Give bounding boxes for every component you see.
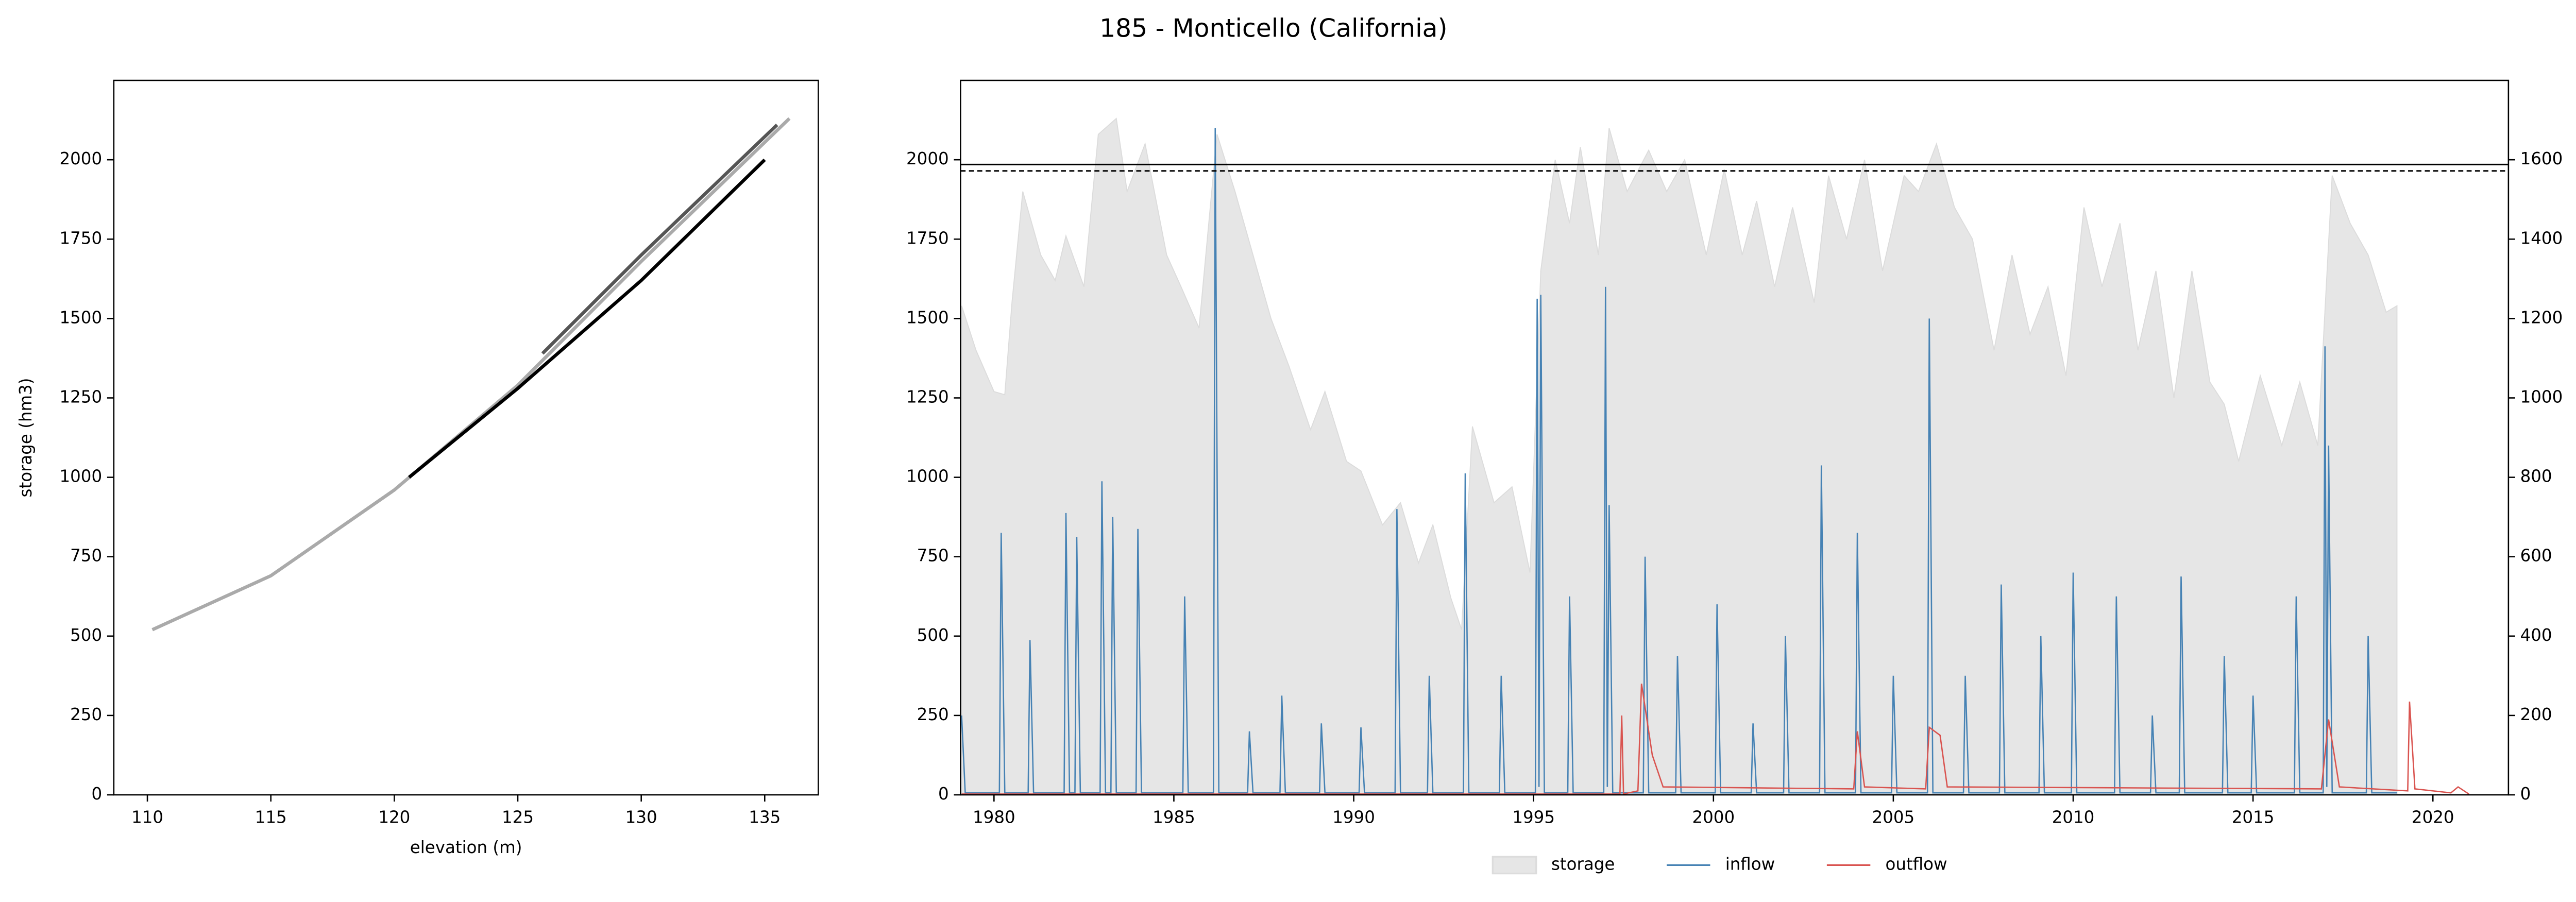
legend-label: storage: [1551, 854, 1615, 874]
y-tick-label: 1250: [59, 387, 102, 406]
outflow-line: [961, 684, 2469, 795]
plot-frame: [960, 79, 2510, 796]
x-tick-label: 2020: [2412, 807, 2454, 827]
y-tick-label: 250: [917, 705, 949, 724]
x-tick-label: 1985: [1153, 807, 1195, 827]
y-tick-label: 1000: [906, 467, 949, 486]
y-tick-label: 1000: [59, 467, 102, 486]
y2-tick-label: 1000: [2520, 387, 2563, 406]
y-tick-label: 1750: [59, 228, 102, 248]
legend-label: inflow: [1725, 854, 1775, 874]
y-tick-label: 1250: [906, 387, 949, 406]
y-tick-label: 1500: [906, 308, 949, 327]
x-tick-label: 2015: [2232, 807, 2275, 827]
x-tick-label: 1995: [1512, 807, 1555, 827]
y-tick-label: 1750: [906, 228, 949, 248]
x-tick-label: 2010: [2052, 807, 2095, 827]
y2-tick-label: 200: [2520, 705, 2552, 724]
curve: [151, 117, 791, 632]
plot-frame: [113, 79, 819, 796]
storage-area: [961, 117, 2398, 795]
x-tick-label: 2005: [1872, 807, 1915, 827]
x-tick-label: 1990: [1332, 807, 1375, 827]
y-tick-label: 500: [917, 625, 949, 645]
y-tick-label: 750: [70, 546, 102, 566]
x-tick-label: 120: [378, 807, 410, 827]
y2-tick-label: 1400: [2520, 228, 2563, 248]
x-tick-label: 130: [625, 807, 657, 827]
x-tick-label: 2000: [1692, 807, 1735, 827]
x-tick-label: 135: [749, 807, 781, 827]
y-axis-label: storage (hm3): [16, 378, 36, 498]
y-tick-label: 0: [938, 784, 949, 804]
x-tick-label: 125: [502, 807, 534, 827]
y2-tick-label: 0: [2520, 784, 2531, 804]
y2-tick-label: 800: [2520, 467, 2552, 486]
figure-title: 185 - Monticello (California): [1099, 14, 1447, 43]
y2-tick-label: 600: [2520, 546, 2552, 566]
curve: [408, 158, 766, 479]
x-tick-label: 115: [255, 807, 287, 827]
y2-tick-label: 1200: [2520, 308, 2563, 327]
x-axis-label: elevation (m): [410, 838, 522, 857]
y2-tick-label: 400: [2520, 625, 2552, 645]
y-tick-label: 750: [917, 546, 949, 566]
y-tick-label: 2000: [906, 149, 949, 168]
y-tick-label: 0: [91, 784, 102, 804]
y2-tick-label: 1600: [2520, 149, 2563, 168]
legend-swatch: [1492, 856, 1537, 875]
y-tick-label: 1500: [59, 308, 102, 327]
y-tick-label: 2000: [59, 149, 102, 168]
legend-label: outflow: [1886, 854, 1947, 874]
x-tick-label: 1980: [973, 807, 1015, 827]
x-tick-label: 110: [131, 807, 163, 827]
curve: [541, 124, 778, 355]
y-tick-label: 250: [70, 705, 102, 724]
y-tick-label: 500: [70, 625, 102, 645]
